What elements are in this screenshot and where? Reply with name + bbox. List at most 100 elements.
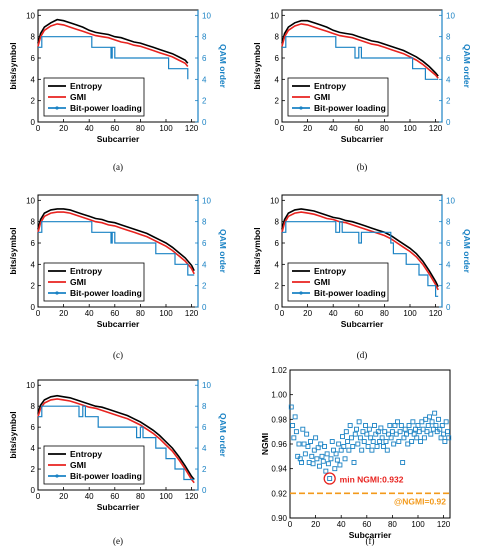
data-point [345, 439, 351, 444]
y2-tick-label: 8 [202, 218, 207, 227]
data-point [364, 431, 370, 437]
x-tick-label: 80 [380, 124, 389, 133]
legend-entry: Bit-power loading [70, 103, 142, 113]
data-point [355, 441, 361, 447]
data-point [370, 439, 376, 444]
data-point [418, 439, 424, 444]
y2-tick-label: 8 [202, 402, 207, 411]
data-point [395, 419, 400, 425]
y2-tick-label: 2 [202, 465, 207, 474]
data-point [372, 423, 377, 428]
y2-tick-label: 4 [202, 75, 207, 84]
legend-entry: GMI [314, 277, 330, 287]
data-point [384, 447, 390, 453]
data-point [360, 429, 366, 435]
data-point [305, 444, 311, 449]
y-tick-label: 6 [275, 239, 280, 248]
data-point [429, 419, 435, 425]
data-point [400, 460, 406, 465]
series-line-entropy [281, 19, 439, 77]
y-tick-label: 0.92 [271, 489, 287, 498]
data-point [342, 456, 348, 462]
data-point [411, 431, 417, 437]
y2-tick-label: 6 [446, 54, 451, 63]
data-point [350, 444, 356, 449]
data-point [401, 435, 407, 441]
panel-caption: (e) [113, 536, 123, 546]
data-point [296, 441, 302, 447]
x-tick-label: 20 [311, 520, 320, 529]
y-tick-label: 0 [275, 118, 280, 127]
data-point [366, 426, 372, 432]
data-point [383, 439, 389, 444]
series-line-bit-power-loading [282, 221, 439, 297]
y2-tick-label: 4 [202, 444, 207, 453]
y2-tick-label: 0 [202, 118, 207, 127]
data-point [407, 429, 413, 435]
x-tick-label: 40 [85, 492, 94, 501]
data-point [352, 431, 358, 437]
panel-caption: (a) [113, 162, 123, 172]
data-point [359, 447, 365, 453]
data-point [397, 429, 403, 435]
x-tick-label: 20 [303, 124, 312, 133]
legend-entry: GMI [314, 92, 330, 102]
y2-axis-label: QAM order [218, 229, 228, 274]
legend-entry: GMI [70, 460, 86, 470]
x-tick-label: 120 [185, 124, 199, 133]
y2-tick-label: 6 [202, 239, 207, 248]
data-point [323, 468, 329, 474]
data-point [368, 435, 374, 441]
data-point [311, 447, 317, 453]
y-tick-label: 4 [31, 260, 36, 269]
y-axis-label: bits/symbol [8, 42, 18, 89]
data-point [356, 419, 362, 425]
data-point [347, 423, 353, 428]
y2-tick-label: 4 [202, 260, 207, 269]
legend-entry: Bit-power loading [314, 103, 386, 113]
y2-axis-label: QAM order [462, 229, 472, 274]
x-tick-label: 80 [380, 309, 389, 318]
data-point [290, 423, 296, 428]
data-point [338, 447, 344, 453]
data-point [446, 435, 452, 441]
data-point [310, 461, 316, 467]
data-point [396, 439, 402, 444]
x-tick-label: 60 [354, 309, 363, 318]
x-axis-label: Subcarrier [97, 502, 140, 512]
y-tick-label: 10 [270, 196, 279, 205]
data-point [427, 414, 432, 420]
y-tick-label: 8 [31, 33, 36, 42]
y-tick-label: 2 [31, 282, 36, 291]
x-tick-label: 80 [136, 309, 145, 318]
x-tick-label: 40 [329, 124, 338, 133]
y2-tick-label: 10 [446, 196, 455, 205]
chart-panel-5: 0 20 40 60 80 100 120 0.90 0.92 0.94 0.96 0.98 1.00 1… [260, 366, 452, 546]
data-point [288, 404, 294, 410]
data-point [415, 423, 421, 428]
y-tick-label: 0 [31, 486, 36, 495]
data-point [424, 429, 430, 435]
data-point [421, 435, 427, 441]
data-point [369, 447, 375, 453]
data-point [333, 451, 339, 457]
data-point [304, 431, 310, 437]
x-tick-label: 60 [110, 124, 119, 133]
y2-tick-label: 6 [202, 54, 207, 63]
data-point [363, 423, 368, 428]
data-point [314, 456, 320, 462]
y-tick-label: 0 [31, 303, 36, 312]
y-tick-label: 2 [31, 97, 36, 106]
min-point-circle [323, 472, 336, 485]
legend-entry: Entropy [70, 81, 102, 91]
data-point [351, 460, 357, 465]
data-point [341, 444, 347, 449]
data-point [302, 451, 308, 457]
data-point [354, 426, 360, 432]
data-point [292, 414, 298, 420]
y2-tick-label: 6 [446, 239, 451, 248]
x-tick-label: 40 [85, 124, 94, 133]
legend-entry: Entropy [70, 449, 102, 459]
y-tick-label: 0.90 [271, 514, 287, 523]
series-line-entropy [37, 18, 189, 64]
